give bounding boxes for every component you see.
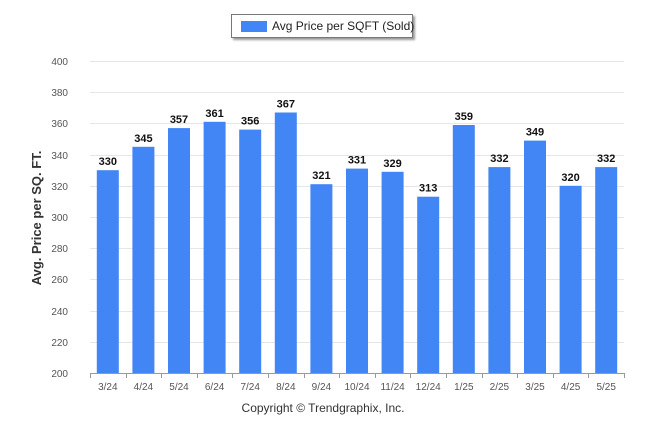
data-label: 357	[170, 114, 188, 126]
data-label: 329	[383, 158, 401, 170]
legend-swatch	[241, 20, 267, 32]
bar-12-24[interactable]	[417, 196, 440, 373]
x-axis-ticks: 3/24 4/24 5/24 6/24 7/24 8/24 9/24 10/24 11/24 12…	[90, 373, 625, 393]
bar-6-24[interactable]	[203, 121, 226, 373]
data-label: 356	[241, 116, 259, 128]
bar-1-25[interactable]	[452, 125, 475, 373]
legend-label: Avg Price per SQFT (Sold)	[272, 19, 415, 33]
y-axis-label: Avg. Price per SQ. FT.	[29, 151, 44, 286]
data-label: 330	[99, 156, 117, 168]
y-tick-label: 220	[51, 338, 68, 349]
y-axis-ticks: 200 220 240 260 280 300 320 340 360 380 400	[51, 57, 68, 380]
y-tick-label: 240	[51, 307, 68, 318]
x-tick-label: 5/24	[169, 382, 189, 393]
legend: Avg Price per SQFT (Sold)	[231, 14, 415, 38]
bar-4-24[interactable]	[132, 146, 155, 373]
bar-3-24[interactable]	[96, 170, 119, 373]
x-tick-label: 8/24	[276, 382, 296, 393]
bar-11-24[interactable]	[381, 171, 404, 373]
bar-9-24[interactable]	[310, 184, 333, 373]
y-tick-label: 300	[51, 213, 68, 224]
x-tick-label: 3/24	[98, 382, 118, 393]
x-tick-label: 4/25	[561, 382, 581, 393]
data-label: 321	[312, 170, 330, 182]
bar-5-24[interactable]	[168, 128, 190, 373]
y-tick-label: 380	[51, 88, 68, 99]
y-tick-label: 200	[51, 369, 68, 380]
data-label: 332	[490, 153, 508, 165]
x-tick-label: 7/24	[240, 382, 260, 393]
bar-5-25[interactable]	[595, 167, 618, 373]
y-tick-label: 340	[51, 151, 68, 162]
x-tick-label: 12/24	[416, 382, 441, 393]
data-label: 320	[561, 172, 579, 184]
data-label: 345	[134, 133, 152, 145]
data-label: 332	[597, 153, 615, 165]
y-tick-label: 320	[51, 182, 68, 193]
data-label: 361	[205, 108, 223, 120]
bar-3-25[interactable]	[524, 140, 546, 373]
x-tick-label: 2/25	[490, 382, 510, 393]
bar-2-25[interactable]	[488, 167, 511, 373]
data-labels: 330 345 357 361 356 367 321 331 329 313 359 332 349 3…	[99, 99, 616, 195]
y-tick-label: 360	[51, 119, 68, 130]
data-label: 331	[348, 155, 366, 167]
x-tick-label: 3/25	[525, 382, 545, 393]
y-tick-label: 400	[51, 57, 68, 68]
x-tick-label: 5/25	[596, 382, 616, 393]
bar-8-24[interactable]	[274, 112, 297, 374]
bars	[96, 112, 618, 374]
x-tick-label: 10/24	[344, 382, 369, 393]
y-tick-label: 260	[51, 275, 68, 286]
data-label: 349	[526, 127, 544, 139]
bar-7-24[interactable]	[239, 129, 262, 373]
x-tick-label: 11/24	[380, 382, 405, 393]
x-tick-label: 4/24	[134, 382, 154, 393]
data-label: 367	[277, 99, 295, 111]
x-tick-label: 1/25	[454, 382, 474, 393]
bar-10-24[interactable]	[346, 168, 368, 373]
copyright-text: Copyright © Trendgraphix, Inc.	[241, 401, 405, 415]
data-label: 313	[419, 183, 437, 195]
y-tick-label: 280	[51, 244, 68, 255]
x-tick-label: 9/24	[312, 382, 332, 393]
bar-4-25[interactable]	[559, 185, 582, 373]
x-tick-label: 6/24	[205, 382, 225, 393]
data-label: 359	[455, 111, 473, 123]
